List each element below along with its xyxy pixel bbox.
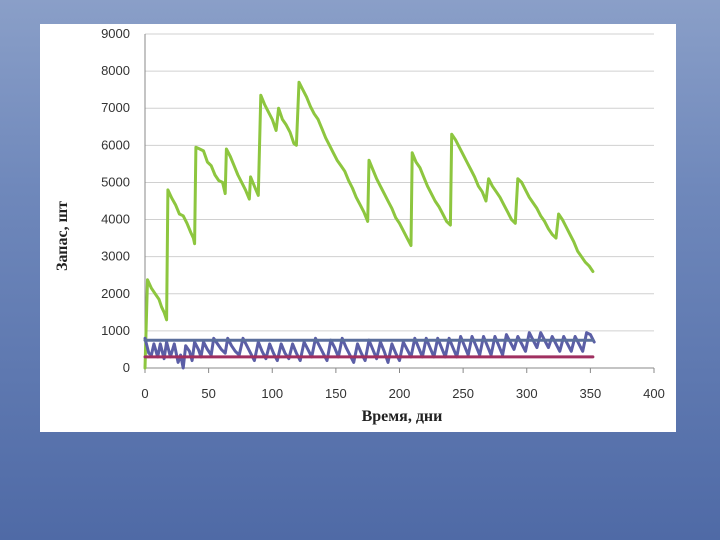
axes [144,34,655,373]
x-tick-label-150: 150 [325,386,347,401]
line-chart: 0 1000 2000 3000 4000 5000 6000 7000 8000 9000 0 5… [54,26,665,425]
y-tick-labels: 0 1000 2000 3000 4000 5000 6000 7000 8000 9000 [101,26,130,375]
y-tick-label-2000: 2000 [101,286,130,301]
x-axis-title: Время, дни [362,408,443,425]
y-tick-label-4000: 4000 [101,212,130,227]
x-tick-label-100: 100 [261,386,283,401]
x-tick-label-200: 200 [389,386,411,401]
y-axis-title: Запас, шт [54,201,71,271]
x-tick-labels: 0 50 100 150 200 250 300 350 400 [141,386,664,401]
x-tick-label-50: 50 [201,386,215,401]
series-lines [143,80,596,370]
x-tick-label-300: 300 [516,386,538,401]
y-tick-label-0: 0 [123,360,130,375]
x-tick-label-0: 0 [141,386,148,401]
series-line-1 [143,80,595,370]
y-tick-label-3000: 3000 [101,249,130,264]
gridlines [145,33,654,332]
x-tick-label-350: 350 [580,386,602,401]
x-tick-label-250: 250 [452,386,474,401]
series-line-2 [143,331,596,370]
y-tick-label-6000: 6000 [101,137,130,152]
y-tick-label-5000: 5000 [101,174,130,189]
y-tick-label-8000: 8000 [101,63,130,78]
y-tick-label-1000: 1000 [101,323,130,338]
y-tick-label-9000: 9000 [101,26,130,41]
x-tick-label-400: 400 [643,386,665,401]
chart-panel: 0 1000 2000 3000 4000 5000 6000 7000 8000 9000 0 5… [40,24,676,432]
y-tick-label-7000: 7000 [101,100,130,115]
